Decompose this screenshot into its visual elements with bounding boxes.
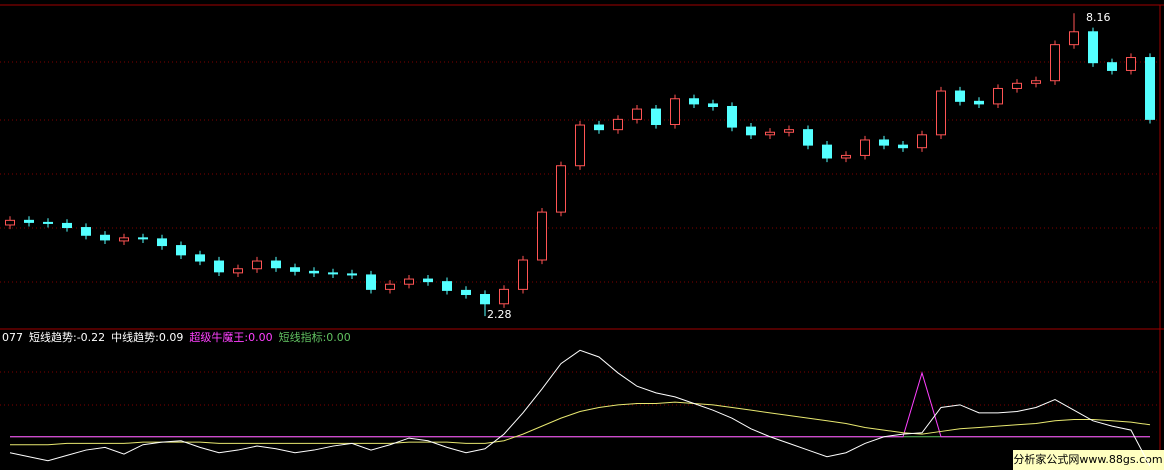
candle-body	[138, 237, 148, 240]
candle-body	[119, 237, 129, 242]
grid	[0, 61, 1160, 406]
candle-body	[803, 129, 813, 146]
candle-body	[271, 260, 281, 269]
candle-body	[993, 87, 1003, 105]
candle-body	[309, 270, 319, 274]
candle-body	[5, 219, 15, 226]
candle-body	[784, 129, 794, 133]
candle-body	[1031, 80, 1041, 84]
candle-body	[1088, 31, 1098, 64]
candle-body	[974, 100, 984, 105]
candle-body	[860, 139, 870, 156]
candle-body	[689, 98, 699, 105]
candle-body	[632, 108, 642, 120]
candle-body	[1107, 62, 1117, 71]
candle-body	[366, 274, 376, 290]
candle-body	[176, 245, 186, 256]
indicator-line	[10, 401, 1151, 446]
candle-body	[1069, 31, 1079, 46]
candle-body	[841, 154, 851, 159]
candle-body	[461, 289, 471, 296]
candle-body	[594, 124, 604, 131]
candle-body	[822, 144, 832, 159]
candle-body	[765, 131, 775, 136]
candle-body	[537, 211, 547, 261]
candle-body	[575, 124, 585, 167]
candle-body	[81, 227, 91, 236]
legend-entry: 短线趋势:-0.22	[29, 330, 105, 344]
candle-body	[480, 294, 490, 305]
candle-body	[423, 278, 433, 283]
candle-body	[404, 278, 414, 285]
candle-body	[1012, 82, 1022, 89]
candle-body	[670, 98, 680, 126]
candle-body	[195, 254, 205, 262]
header-fragment: 077	[2, 331, 23, 344]
candle-body	[613, 118, 623, 131]
candle-body	[214, 260, 224, 273]
candle-body	[328, 272, 338, 275]
candle-body	[651, 108, 661, 126]
legend-entry: 短线指标:0.00	[279, 330, 351, 344]
candle-body	[385, 283, 395, 290]
watermark-box	[1013, 450, 1164, 470]
candle-body	[252, 260, 262, 270]
candle-body	[1050, 44, 1060, 82]
candle-body	[1145, 57, 1155, 120]
candle-body	[518, 259, 528, 290]
candle-body	[1126, 57, 1136, 71]
candle-body	[898, 144, 908, 149]
candle-body	[917, 134, 927, 149]
candle-body	[157, 238, 167, 247]
candle-body	[233, 268, 243, 274]
candle-body	[43, 221, 53, 224]
candle-body	[936, 90, 946, 136]
candle-body	[727, 105, 737, 128]
indicator-line	[10, 371, 1150, 438]
legend-entry: 中线趋势:0.09	[111, 330, 183, 344]
candle-body	[24, 219, 34, 223]
candle-body	[347, 273, 357, 276]
candle-body	[62, 222, 72, 229]
candle-body	[879, 139, 889, 146]
candle-body	[556, 165, 566, 213]
candle-body	[708, 103, 718, 107]
candle-body	[100, 234, 110, 241]
candle-body	[499, 288, 509, 305]
candle-body	[746, 126, 756, 136]
candle-body	[442, 281, 452, 291]
legend-entry: 超级牛魔王:0.00	[189, 330, 272, 344]
watermark: 分析家公式网www.88gs.com	[1013, 452, 1162, 466]
candle-body	[955, 90, 965, 102]
candle-body	[290, 267, 300, 272]
annotation: 8.16	[1086, 11, 1111, 24]
indicator-line	[9, 349, 1151, 467]
annotation: 2.28	[487, 308, 512, 321]
